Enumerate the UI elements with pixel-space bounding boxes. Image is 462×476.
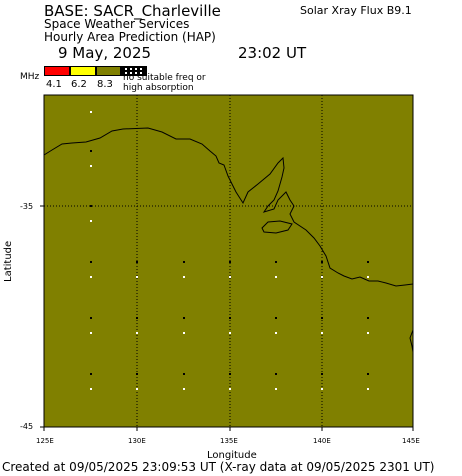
point-dark-0-6 bbox=[367, 261, 369, 263]
point-dark-1-0 bbox=[90, 317, 92, 319]
point-extra-2 bbox=[90, 165, 92, 167]
lon-tick-135: 135E bbox=[220, 437, 238, 445]
point-dark-2-0 bbox=[90, 373, 92, 375]
point-dark-2-3 bbox=[229, 373, 231, 375]
point-light-0-2 bbox=[183, 276, 185, 278]
point-light-1-0 bbox=[90, 332, 92, 334]
legend-swatch-no-freq bbox=[121, 66, 147, 76]
point-extra-4 bbox=[90, 220, 92, 222]
point-light-2-0 bbox=[90, 388, 92, 390]
point-dark-0-3 bbox=[229, 261, 231, 263]
point-dark-2-2 bbox=[183, 373, 185, 375]
lon-tick-140: 140E bbox=[313, 437, 331, 445]
footer-timestamp: Created at 09/05/2025 23:09:53 UT (X-ray… bbox=[2, 460, 435, 474]
point-light-1-5 bbox=[321, 332, 323, 334]
xray-flux: Solar Xray Flux B9.1 bbox=[300, 4, 412, 17]
point-light-2-5 bbox=[321, 388, 323, 390]
legend-swatch-8-3 bbox=[96, 66, 121, 76]
point-extra-3 bbox=[90, 205, 92, 207]
point-light-1-6 bbox=[367, 332, 369, 334]
base-title: BASE: SACR_Charleville bbox=[44, 2, 221, 20]
point-dark-0-2 bbox=[183, 261, 185, 263]
point-dark-2-5 bbox=[321, 373, 323, 375]
service-name: Space Weather Services bbox=[44, 17, 190, 31]
point-light-1-4 bbox=[275, 332, 277, 334]
point-light-0-3 bbox=[229, 276, 231, 278]
lat-tick--45: -45 bbox=[20, 422, 34, 431]
lon-tick-125: 125E bbox=[36, 437, 54, 445]
point-dark-0-5 bbox=[321, 261, 323, 263]
point-dark-0-1 bbox=[136, 261, 138, 263]
point-dark-1-4 bbox=[275, 317, 277, 319]
point-dark-1-5 bbox=[321, 317, 323, 319]
point-light-0-6 bbox=[367, 276, 369, 278]
product-name: Hourly Area Prediction (HAP) bbox=[44, 30, 216, 44]
point-light-1-3 bbox=[229, 332, 231, 334]
point-dark-1-6 bbox=[367, 317, 369, 319]
point-light-2-2 bbox=[183, 388, 185, 390]
point-light-1-1 bbox=[136, 332, 138, 334]
point-dark-1-3 bbox=[229, 317, 231, 319]
point-light-0-1 bbox=[136, 276, 138, 278]
legend-hatch-icon bbox=[125, 68, 142, 74]
point-light-2-6 bbox=[367, 388, 369, 390]
legend-label-2: 6.2 bbox=[71, 79, 87, 90]
forecast-date: 9 May, 2025 bbox=[58, 44, 152, 62]
point-light-0-0 bbox=[90, 276, 92, 278]
legend-swatch-4-1 bbox=[44, 66, 70, 76]
legend-no-freq-line1: no suitable freq or bbox=[123, 73, 206, 83]
legend-swatch-6-2 bbox=[70, 66, 96, 76]
point-extra-0 bbox=[90, 111, 92, 113]
x-axis-label: Longitude bbox=[207, 450, 257, 461]
lon-tick-145: 145E bbox=[402, 437, 420, 445]
point-light-2-4 bbox=[275, 388, 277, 390]
point-light-2-3 bbox=[229, 388, 231, 390]
point-dark-0-0 bbox=[90, 261, 92, 263]
legend-label-3: 8.3 bbox=[97, 79, 113, 90]
point-dark-1-2 bbox=[183, 317, 185, 319]
legend-no-freq-line2: high absorption bbox=[123, 83, 194, 93]
point-dark-0-4 bbox=[275, 261, 277, 263]
y-axis-label: Latitude bbox=[3, 240, 14, 282]
legend-unit: MHz bbox=[20, 72, 40, 82]
point-extra-1 bbox=[90, 150, 92, 152]
coastline-australia bbox=[43, 127, 414, 287]
point-dark-1-1 bbox=[136, 317, 138, 319]
point-light-0-5 bbox=[321, 276, 323, 278]
coastline-kangaroo-island bbox=[261, 220, 293, 234]
point-dark-2-1 bbox=[136, 373, 138, 375]
point-light-1-2 bbox=[183, 332, 185, 334]
lat-tick--35: -35 bbox=[20, 202, 34, 211]
point-light-2-1 bbox=[136, 388, 138, 390]
coastline-tasmania-edge bbox=[409, 329, 414, 353]
forecast-time: 23:02 UT bbox=[238, 44, 307, 62]
legend-no-freq-note: no suitable freq or high absorption bbox=[123, 73, 233, 93]
legend-label-1: 4.1 bbox=[46, 79, 62, 90]
point-dark-2-6 bbox=[367, 373, 369, 375]
point-light-0-4 bbox=[275, 276, 277, 278]
map-frame bbox=[43, 94, 414, 428]
lon-tick-130: 130E bbox=[128, 437, 146, 445]
point-dark-2-4 bbox=[275, 373, 277, 375]
sounding-points bbox=[90, 111, 369, 390]
